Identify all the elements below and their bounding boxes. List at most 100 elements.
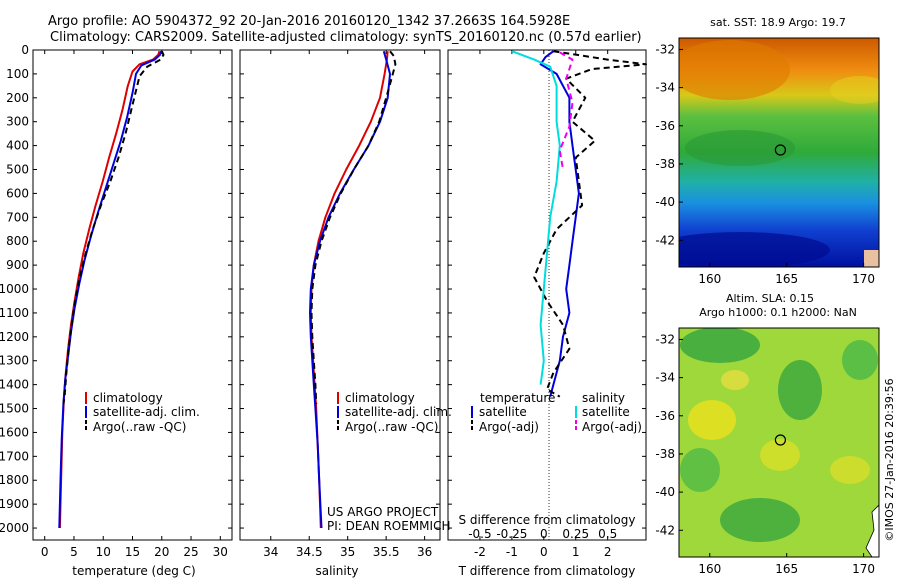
sla-high-patch-1 [688,400,736,440]
legend-argo: Argo(..raw -QC) [345,420,438,434]
depth-tick-label: 200 [6,91,29,105]
difference-plot-frame [447,49,647,541]
s-tick-label: -0.5 [468,527,491,541]
lat-tick-label: -34 [655,371,675,385]
lon-tick-label: 160 [698,272,721,286]
legend-satellite-adj: satellite-adj. clim. [345,405,452,419]
series-line-climatology [58,50,161,529]
x-tick-label: 5 [70,545,78,559]
lat-tick-label: -32 [655,42,675,56]
legend-t-argo: Argo(-adj) [479,420,539,434]
depth-tick-label: 1400 [0,378,29,392]
salinity-axis-ticks: 34 34.5 35 35.5 36 [263,50,432,559]
sla-coastline [865,504,879,557]
sst-map-frame [678,37,880,268]
x-tick-label: 15 [125,545,140,559]
series-line-s-satellite [511,50,561,385]
series-line-satellite-adj-clim [309,50,391,529]
lat-tick-label: -36 [655,409,675,423]
lat-tick-label: -40 [655,195,675,209]
salinity-series [309,50,397,529]
lon-tick-label: 165 [775,562,798,576]
series-line-satellite-adj-clim [58,50,163,529]
sla-map-title-2: Argo h1000: 0.1 h2000: NaN [699,306,857,319]
salinity-depth-ticks [240,49,440,529]
sla-high-patch-3 [830,456,870,484]
depth-tick-label: 1900 [0,497,29,511]
legend-climatology: climatology [345,391,415,405]
x-tick-label: -2 [474,545,486,559]
x-tick-label: 36 [417,545,432,559]
depth-tick-label: 800 [6,234,29,248]
temperature-axis-label: temperature (deg C) [72,564,195,578]
temperature-legend: climatology satellite-adj. clim. Argo(..… [85,391,200,434]
depth-tick-label: 500 [6,163,29,177]
salinity-legend: climatology satellite-adj. clim. Argo(..… [337,391,452,434]
salinity-panel: 34 34.5 35 35.5 36 salinity climatology sate… [239,49,452,578]
depth-tick-label: 1000 [0,282,29,296]
x-tick-label: 34 [263,545,278,559]
depth-tick-label: 300 [6,115,29,129]
depth-tick-label: 100 [6,67,29,81]
depth-tick-label: 600 [6,186,29,200]
depth-tick-label: 1800 [0,473,29,487]
credit-project: US ARGO PROJECT [327,505,439,519]
difference-panel: -2 -1 0 1 2 -0.5 -0.25 0 0.25 0.5 S difference f… [447,49,647,578]
lon-tick-label: 170 [852,272,875,286]
s-tick-label: 0 [540,527,548,541]
salinity-plot-frame [239,49,441,541]
header-line-1: Argo profile: AO 5904372_92 20-Jan-2016 … [48,14,570,29]
x-tick-label: 35 [340,545,355,559]
lat-tick-label: -38 [655,447,675,461]
salinity-axis-label: salinity [315,564,358,578]
sla-map-ticks: -32 -34 -36 -38 -40 -42 160 165 170 [655,332,875,576]
temperature-plot-frame [32,49,233,541]
temperature-series [58,50,165,529]
x-tick-label: 20 [154,545,169,559]
s-tick-label: -0.25 [496,527,527,541]
x-tick-label: 30 [213,545,228,559]
depth-tick-label: 400 [6,139,29,153]
sst-land-corner [864,250,879,267]
series-line-argo-raw-qc [62,50,165,404]
series-line-t-argo-adj [533,50,647,398]
x-tick-label: 2 [604,545,612,559]
difference-depth-ticks [448,49,646,529]
sla-high-patch-2 [760,439,800,471]
x-tick-label: 1 [572,545,580,559]
s-difference-axis-label: S difference from climatology [459,513,636,527]
lat-tick-label: -42 [655,233,675,247]
t-difference-axis-label: T difference from climatology [458,564,636,578]
argo-location-marker [774,434,787,446]
legend-argo: Argo(..raw -QC) [93,420,186,434]
sst-yellow-patch [830,76,879,104]
header-line-2: Climatology: CARS2009. Satellite-adjuste… [50,30,642,45]
argo-location-marker [774,144,787,156]
x-tick-label: 0 [41,545,49,559]
depth-tick-label: 1300 [0,354,29,368]
sla-low-patch-4 [720,498,800,542]
series-line-s-argo-adj [558,51,574,170]
imos-credit: ©IMOS 27-Jan-2016 20:39:56 [883,378,896,541]
depth-tick-label: 1100 [0,306,29,320]
depth-tick-label: 1500 [0,402,29,416]
depth-tick-label: 0 [21,43,29,57]
lon-tick-label: 160 [698,562,721,576]
s-tick-label: 0.25 [562,527,589,541]
x-tick-label: 0 [540,545,548,559]
difference-legend: temperature satellite Argo(-adj) salinit… [471,391,642,434]
legend-title-salinity: salinity [582,391,625,405]
sst-warm-patch [679,40,790,100]
sla-low-patch-1 [680,328,760,363]
credit-pi: PI: DEAN ROEMMICH [327,519,450,533]
series-line-t-satellite [539,50,580,397]
s-tick-label: 0.5 [598,527,617,541]
temperature-axis-ticks: 0 5 10 15 20 25 30 [41,50,228,559]
depth-tick-label: 900 [6,258,29,272]
legend-climatology: climatology [93,391,163,405]
sla-low-patch-5 [680,448,720,492]
sst-map-ticks: -32 -34 -36 -38 -40 -42 160 165 170 [655,42,875,286]
sla-map-title-1: Altim. SLA: 0.15 [726,292,814,305]
x-tick-label: -1 [506,545,518,559]
